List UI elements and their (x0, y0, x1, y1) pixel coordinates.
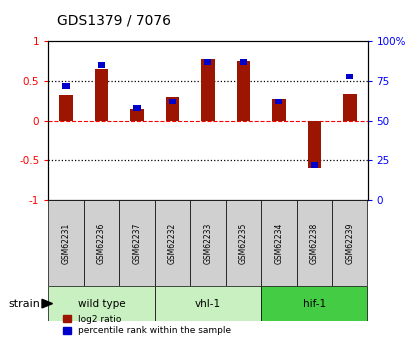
Bar (343, 94, 357, 121)
Text: GDS1379 / 7076: GDS1379 / 7076 (57, 13, 171, 28)
Legend: log2 ratio, percentile rank within the sample: log2 ratio, percentile rank within the s… (61, 313, 233, 337)
Bar (275, 99, 282, 105)
Bar (169, 99, 176, 105)
Bar (261, 200, 297, 286)
Bar (63, 83, 70, 89)
Bar (84, 200, 119, 286)
Text: GSM62231: GSM62231 (62, 223, 71, 264)
Bar (201, 59, 215, 121)
Bar (261, 286, 368, 321)
Text: vhl-1: vhl-1 (195, 299, 221, 308)
Text: GSM62232: GSM62232 (168, 223, 177, 264)
Bar (240, 59, 247, 65)
Bar (48, 286, 155, 321)
Bar (226, 200, 261, 286)
Bar (307, 121, 321, 168)
Bar (98, 62, 105, 68)
Bar (48, 200, 84, 286)
Bar (346, 73, 353, 79)
Text: GSM62236: GSM62236 (97, 223, 106, 264)
Bar (297, 200, 332, 286)
Bar (190, 200, 226, 286)
Bar (134, 105, 141, 111)
Bar (272, 99, 286, 121)
Bar (155, 286, 261, 321)
Bar (59, 95, 73, 121)
Text: GSM62233: GSM62233 (203, 223, 213, 264)
Text: GSM62238: GSM62238 (310, 223, 319, 264)
Text: hif-1: hif-1 (303, 299, 326, 308)
Text: GSM62239: GSM62239 (345, 223, 354, 264)
Bar (311, 162, 318, 168)
Bar (130, 109, 144, 121)
Bar (236, 61, 250, 121)
Text: GSM62237: GSM62237 (132, 223, 142, 264)
Bar (119, 200, 155, 286)
Bar (205, 59, 211, 65)
Text: GSM62234: GSM62234 (274, 223, 284, 264)
Bar (155, 200, 190, 286)
Text: GSM62235: GSM62235 (239, 223, 248, 264)
Bar (332, 200, 368, 286)
Bar (166, 97, 179, 121)
Bar (95, 69, 108, 121)
Text: strain: strain (8, 299, 40, 308)
Text: wild type: wild type (78, 299, 125, 308)
